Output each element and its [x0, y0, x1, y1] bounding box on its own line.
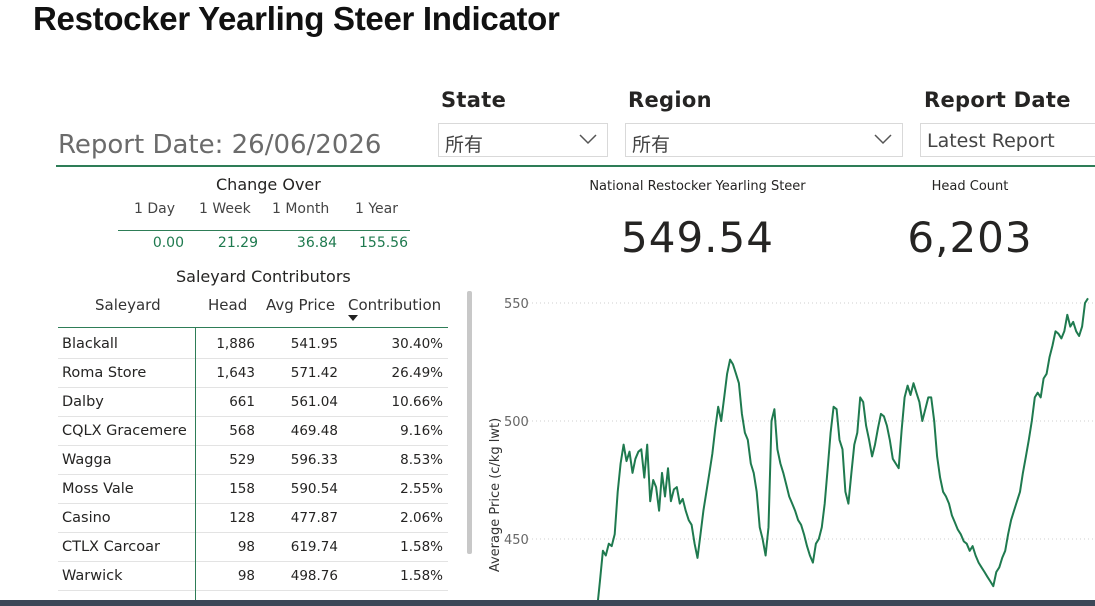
saleyard-contribution: 1.58% — [400, 539, 443, 555]
national-indicator-value: 549.54 — [621, 213, 774, 262]
saleyard-avg-price: 477.87 — [290, 510, 338, 526]
saleyard-head: 529 — [229, 452, 255, 468]
saleyard-avg-price: 469.48 — [290, 423, 338, 439]
change-header-1day: 1 Day — [134, 201, 176, 217]
saleyard-name: Moss Vale — [62, 481, 134, 497]
saleyard-contribution: 2.55% — [400, 481, 443, 497]
head-count-value: 6,203 — [907, 213, 1033, 262]
saleyard-head: 1,886 — [216, 336, 255, 352]
table-row[interactable]: Wagga 529 596.33 8.53% — [58, 445, 448, 475]
y-tick-label: 450 — [504, 533, 529, 548]
saleyard-contribution: 10.66% — [391, 394, 443, 410]
table-row[interactable]: Casino 128 477.87 2.06% — [58, 503, 448, 533]
change-value-1week: 21.29 — [217, 235, 258, 251]
y-tick-label: 550 — [504, 297, 529, 312]
table-row[interactable]: Dalby 661 561.04 10.66% — [58, 387, 448, 417]
saleyard-name: Blackall — [62, 336, 118, 352]
saleyard-contribution: 2.06% — [400, 510, 443, 526]
saleyard-head: 568 — [229, 423, 255, 439]
saleyard-avg-price: 596.33 — [290, 452, 338, 468]
table-row[interactable]: Warwick 98 498.76 1.58% — [58, 561, 448, 591]
saleyard-head: 98 — [237, 539, 255, 555]
change-over-title: Change Over — [216, 175, 321, 194]
change-over-divider — [118, 230, 410, 231]
state-slicer-label: State — [441, 88, 507, 112]
report-date-slicer-label: Report Date — [924, 88, 1071, 112]
price-series-line — [596, 297, 1089, 600]
chevron-down-icon — [874, 134, 892, 145]
report-date-dropdown[interactable]: Latest Report — [920, 123, 1095, 157]
saleyard-head: 158 — [229, 481, 255, 497]
region-dropdown[interactable]: 所有 — [625, 123, 903, 157]
change-value-1month: 36.84 — [296, 235, 337, 251]
change-value-1day: 0.00 — [152, 235, 184, 251]
chevron-down-icon — [579, 134, 597, 145]
saleyard-contribution: 9.16% — [400, 423, 443, 439]
saleyard-contribution: 26.49% — [391, 365, 443, 381]
table-row[interactable]: CTLX Carcoar 98 619.74 1.58% — [58, 532, 448, 562]
y-axis-label: Average Price (c/kg lwt) — [488, 418, 503, 572]
column-header-contribution[interactable]: Contribution — [348, 296, 442, 314]
column-header-avg-price[interactable]: Avg Price — [266, 296, 336, 314]
saleyard-contribution: 8.53% — [400, 452, 443, 468]
saleyard-head: 1,643 — [216, 365, 255, 381]
saleyard-head: 661 — [229, 394, 255, 410]
state-dropdown-value: 所有 — [445, 134, 484, 156]
saleyard-name: CTLX Carcoar — [62, 539, 160, 555]
saleyard-avg-price: 541.95 — [290, 336, 338, 352]
column-header-saleyard[interactable]: Saleyard — [95, 296, 161, 314]
saleyard-avg-price: 619.74 — [290, 539, 338, 555]
saleyard-avg-price: 590.54 — [290, 481, 338, 497]
table-scrollbar[interactable] — [467, 291, 472, 554]
saleyard-avg-price: 498.76 — [290, 568, 338, 584]
report-date-label: Report Date: 26/06/2026 — [58, 130, 382, 160]
saleyard-contribution: 1.58% — [400, 568, 443, 584]
taskbar-strip — [0, 600, 1095, 606]
change-header-1week: 1 Week — [199, 201, 251, 217]
page-title: Restocker Yearling Steer Indicator — [33, 0, 560, 37]
report-date-dropdown-value: Latest Report — [927, 130, 1055, 152]
saleyard-avg-price: 561.04 — [290, 394, 338, 410]
saleyard-table-title: Saleyard Contributors — [176, 267, 351, 286]
saleyard-head: 98 — [237, 568, 255, 584]
saleyard-head: 128 — [229, 510, 255, 526]
table-row[interactable]: Roma Store 1,643 571.42 26.49% — [58, 358, 448, 388]
saleyard-avg-price: 571.42 — [290, 365, 338, 381]
saleyard-column-divider — [195, 328, 196, 606]
saleyard-header-divider — [58, 327, 448, 328]
saleyard-name: Roma Store — [62, 365, 147, 381]
saleyard-name: Dalby — [62, 394, 104, 410]
sort-descending-icon[interactable] — [348, 315, 358, 321]
saleyard-name: Casino — [62, 510, 111, 526]
saleyard-contribution: 30.40% — [391, 336, 443, 352]
saleyard-name: Warwick — [62, 568, 123, 584]
saleyard-name: Wagga — [62, 452, 112, 468]
national-indicator-label: National Restocker Yearling Steer — [589, 179, 806, 194]
y-tick-label: 500 — [504, 415, 529, 430]
change-header-1year: 1 Year — [355, 201, 398, 217]
state-dropdown[interactable]: 所有 — [438, 123, 608, 157]
table-row[interactable]: Moss Vale 158 590.54 2.55% — [58, 474, 448, 504]
table-row[interactable]: Blackall 1,886 541.95 30.40% — [58, 329, 448, 359]
column-header-head[interactable]: Head — [208, 296, 248, 314]
saleyard-name: CQLX Gracemere — [62, 423, 187, 439]
change-value-1year: 155.56 — [359, 235, 408, 251]
head-count-label: Head Count — [931, 179, 1009, 194]
header-divider — [56, 165, 1095, 167]
table-row[interactable]: CQLX Gracemere 568 469.48 9.16% — [58, 416, 448, 446]
price-line-chart: 550 500 450 Average Price (c/kg lwt) — [488, 297, 1095, 600]
region-dropdown-value: 所有 — [632, 134, 671, 156]
region-slicer-label: Region — [628, 88, 712, 112]
change-header-1month: 1 Month — [272, 201, 330, 217]
